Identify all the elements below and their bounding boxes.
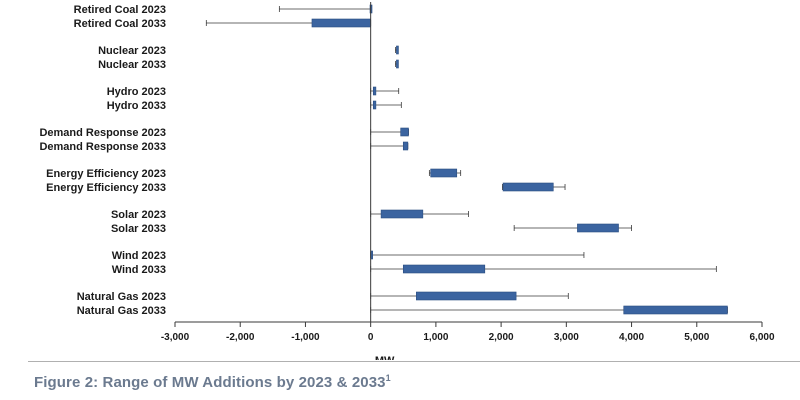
x-tick-label: 6,000 [749,332,774,343]
box-row: Demand Response 2033 [39,141,409,153]
x-tick-label: 3,000 [554,332,579,343]
category-label: Nuclear 2033 [98,59,166,71]
box-row: Natural Gas 2023 [77,291,569,303]
caption-divider [28,361,800,362]
category-label: Energy Efficiency 2023 [46,168,166,180]
box-row: Hydro 2033 [107,100,402,112]
category-label: Solar 2023 [111,209,166,221]
category-label: Natural Gas 2033 [77,305,166,317]
x-tick-label: 2,000 [489,332,514,343]
x-tick-label: 4,000 [619,332,644,343]
iqr-box [396,45,399,55]
box-row: Wind 2033 [112,264,717,276]
iqr-box [400,127,409,137]
x-tick-label: 1,000 [423,332,448,343]
category-label: Energy Efficiency 2033 [46,182,166,194]
iqr-box [402,141,409,151]
category-label: Nuclear 2023 [98,45,166,57]
box-row: Energy Efficiency 2033 [46,182,566,194]
category-label: Solar 2033 [111,223,166,235]
box-row: Energy Efficiency 2023 [46,168,462,180]
category-label: Wind 2023 [112,250,166,262]
x-axis-title: MW [375,355,395,360]
category-label: Demand Response 2033 [39,141,166,153]
box-row: Solar 2033 [111,223,632,235]
box-row: Wind 2023 [112,250,585,262]
box-row: Retired Coal 2033 [74,18,372,30]
box-row: Solar 2023 [111,209,469,221]
category-label: Demand Response 2023 [39,127,166,139]
box-row: Nuclear 2023 [98,45,399,57]
iqr-box [577,223,619,233]
box-row: Nuclear 2033 [98,59,399,71]
iqr-box [372,86,377,96]
x-tick-label: -2,000 [226,332,255,343]
category-label: Hydro 2023 [107,86,166,98]
x-tick-label: 5,000 [684,332,709,343]
box-row: Retired Coal 2023 [74,4,373,16]
category-label: Wind 2033 [112,264,166,276]
iqr-box [502,182,554,192]
iqr-box [430,168,458,178]
iqr-box [311,18,371,28]
category-label: Retired Coal 2023 [74,4,166,16]
iqr-box [623,305,728,315]
iqr-box [416,291,517,301]
caption-text: Figure 2: Range of MW Additions by 2023 … [34,374,386,391]
x-axis: -3,000 -2,000 -1,000 0 1,000 2,000 3,000 4,000 5… [161,2,775,360]
iqr-box [380,209,424,219]
iqr-box [372,100,377,110]
category-label: Hydro 2033 [107,100,166,112]
iqr-box [402,264,486,274]
box-row: Natural Gas 2033 [77,305,728,317]
figure-caption: Figure 2: Range of MW Additions by 2023 … [34,373,391,391]
iqr-box [396,59,399,69]
x-tick-label: 0 [368,332,374,343]
category-label: Natural Gas 2023 [77,291,166,303]
caption-superscript: 1 [385,373,391,383]
box-row: Demand Response 2023 [39,127,409,139]
x-tick-label: -1,000 [291,332,320,343]
rows-layer: Retired Coal 2023 Retired Coal 2033 Nuclea… [39,4,728,317]
category-label: Retired Coal 2033 [74,18,166,30]
x-tick-label: -3,000 [161,332,190,343]
box-row: Hydro 2023 [107,86,400,98]
box-plot-chart: Retired Coal 2023 Retired Coal 2033 Nuclea… [39,2,775,360]
